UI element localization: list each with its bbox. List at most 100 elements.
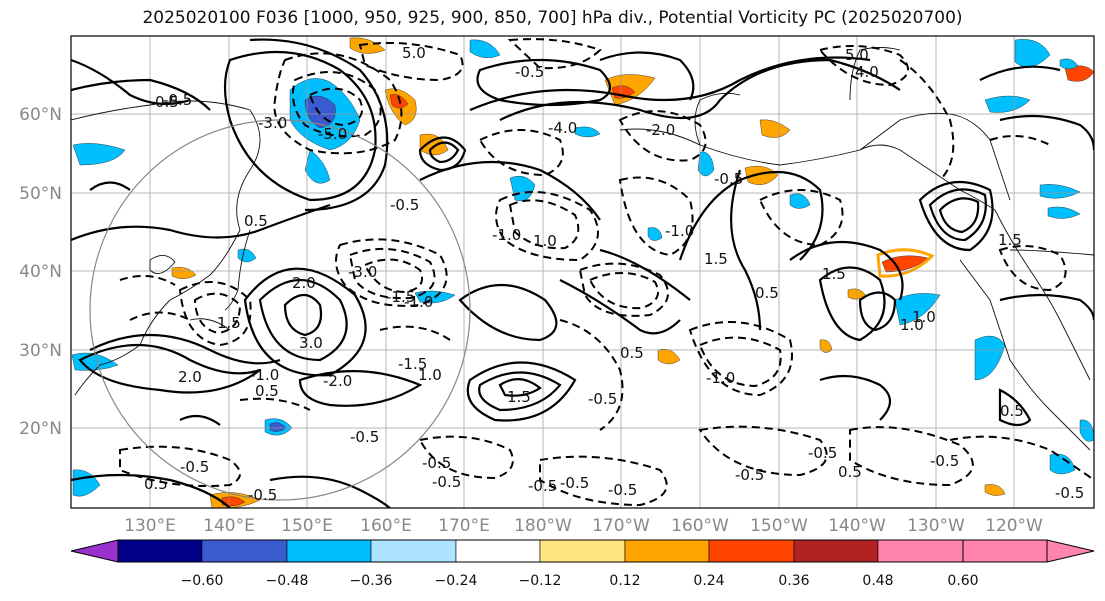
colorbar-swatch <box>877 539 964 563</box>
contour-label: -3.0 <box>258 114 287 132</box>
blue-patch-west <box>72 143 126 166</box>
blue-patch-top <box>469 39 501 59</box>
colorbar-tick-label: 0.36 <box>778 573 809 589</box>
longitude-labels: 130°E 140°E 150°E 160°E 170°E 180°W 170°… <box>124 516 1043 536</box>
colorbar-swatch <box>117 539 203 563</box>
contour-label: 0.5 <box>755 284 779 302</box>
contour-label: -0.5 <box>735 466 764 484</box>
colorbar-swatch <box>201 539 288 563</box>
contour-label: -4.0 <box>548 119 577 137</box>
contour-label: -1.0 <box>665 222 694 240</box>
colorbar: −0.60 −0.48 −0.36 −0.24 −0.12 0.12 0.24 … <box>70 539 1095 589</box>
contour-label: 4.0 <box>855 63 879 81</box>
lon-label: 140°W <box>828 516 886 536</box>
blue-patch-2 <box>304 149 331 184</box>
lon-label: 180°W <box>514 516 572 536</box>
contour-label: -0.5 <box>808 444 837 462</box>
colorbar-swatch <box>624 539 710 563</box>
colorbar-tick-label: 0.12 <box>609 573 640 589</box>
orange-ring <box>876 248 935 278</box>
contour-label: 2.0 <box>178 368 202 386</box>
colorbar-tick-label: −0.60 <box>181 573 224 589</box>
orange-patch-5 <box>759 119 791 138</box>
colorbar-tick-label: 0.60 <box>947 573 978 589</box>
contour-label: 1.5 <box>998 231 1022 249</box>
contour-label: -3.0 <box>348 263 377 281</box>
contour-label: -5.0 <box>318 125 347 143</box>
contour-label: -1.0 <box>492 226 521 244</box>
blue-patch-e1 <box>1039 184 1081 199</box>
contour-label: 1.5 <box>822 265 846 283</box>
contour-label: 5.0 <box>845 46 869 64</box>
lat-label: 60°N <box>19 105 62 125</box>
lon-label: 130°E <box>124 516 176 536</box>
colorbar-swatch <box>708 539 795 563</box>
contour-label: -0.5 <box>930 452 959 470</box>
lon-label: 140°E <box>203 516 255 536</box>
contours-positive <box>71 38 1094 508</box>
contour-label: -0.5 <box>528 477 557 495</box>
contour-label: 0.5 <box>244 212 268 230</box>
contour-label: -0.5 <box>560 474 589 492</box>
contours-negative <box>119 38 1094 507</box>
blue-patch-ne <box>984 95 1031 113</box>
contour-label: 0.5 <box>1000 402 1024 420</box>
colorbar-tick-label: 0.24 <box>693 573 724 589</box>
blue-patch-e4 <box>574 126 601 138</box>
lon-label: 160°W <box>671 516 729 536</box>
lon-label: 130°W <box>907 516 965 536</box>
contour-label: 1.5 <box>217 314 241 332</box>
orange-patch-3 <box>349 37 386 54</box>
colorbar-left-arrow <box>70 539 119 563</box>
map-title: 2025020100 F036 [1000, 950, 925, 900, 85… <box>142 8 963 28</box>
blue-patch-5 <box>789 193 811 209</box>
plot-frame <box>70 35 1095 509</box>
blue-patch-10 <box>894 293 941 326</box>
blue-patch-6 <box>647 227 663 241</box>
lon-label: 150°W <box>750 516 808 536</box>
contour-label: -0.5 <box>432 473 461 491</box>
lon-label: 160°E <box>360 516 412 536</box>
lat-label: 40°N <box>19 262 62 282</box>
orange-patch-6 <box>744 165 779 185</box>
colorbar-tick-label: 0.48 <box>862 573 893 589</box>
colorbar-swatch <box>539 539 626 563</box>
reference-circle <box>89 119 471 501</box>
colorbar-outline <box>117 539 1048 563</box>
lon-label: 170°W <box>592 516 650 536</box>
blue-patch-4 <box>697 151 715 177</box>
orange-patch-9 <box>657 348 681 365</box>
colorbar-swatch <box>793 539 879 563</box>
blue-patch-ne2 <box>1014 39 1051 68</box>
colorbar-tick-label: −0.48 <box>266 573 309 589</box>
contour-label: 0.5 <box>620 344 644 362</box>
contour-label: -0.5 <box>714 170 743 188</box>
colorbar-tick-label: −0.36 <box>350 573 393 589</box>
contour-label: -0.5 <box>248 486 277 504</box>
contour-label: 1.5 <box>507 388 531 406</box>
lon-label: 150°E <box>281 516 333 536</box>
contour-label: -0.5 <box>515 63 544 81</box>
lat-label: 50°N <box>19 184 62 204</box>
contour-label: 1.0 <box>418 366 442 384</box>
contour-label: -0.5 <box>390 196 419 214</box>
colorbar-right-arrow <box>962 539 1095 563</box>
contour-label: -0.5 <box>422 454 451 472</box>
contour-label: -1.5 <box>398 355 427 373</box>
contour-label: -1.5 <box>386 288 415 306</box>
colorbar-tick-label: −0.24 <box>435 573 478 589</box>
contour-label: -1.0 <box>250 366 279 384</box>
contour-label: 0.5 <box>144 475 168 493</box>
contour-label: -0.5 <box>1055 484 1084 502</box>
orange-patch-7 <box>171 267 197 279</box>
contour-label: -0.5 <box>608 481 637 499</box>
contour-label: -2.0 <box>646 121 675 139</box>
lon-label: 170°E <box>438 516 490 536</box>
blue-patch-12 <box>1049 453 1076 475</box>
blue-patch-e2 <box>1047 206 1081 219</box>
lat-label: 20°N <box>19 419 62 439</box>
orange-patch-2 <box>419 133 449 156</box>
contour-label: 3.0 <box>299 334 323 352</box>
contour-label: -0.5 <box>163 91 192 109</box>
